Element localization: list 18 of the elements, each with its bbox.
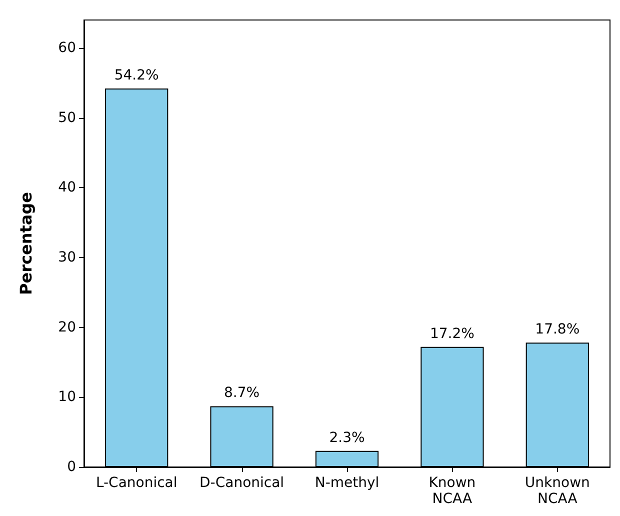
x-tick-label: Unknown NCAA xyxy=(524,475,590,507)
data-label: 17.8% xyxy=(535,322,580,338)
y-axis-title: Percentage xyxy=(16,192,36,295)
y-tick-label: 50 xyxy=(58,110,76,126)
x-tick-label: D-Canonical xyxy=(200,475,284,491)
x-tick-label: L-Canonical xyxy=(96,475,178,491)
y-tick-label: 60 xyxy=(58,40,76,56)
y-tick-label: 20 xyxy=(58,319,76,336)
data-label: 17.2% xyxy=(430,326,474,342)
y-tick-label: 0 xyxy=(67,459,76,475)
data-label: 8.7% xyxy=(224,385,260,402)
x-tick-label: Known NCAA xyxy=(428,475,476,507)
y-tick-label: 30 xyxy=(58,249,76,266)
y-tick-label: 40 xyxy=(58,180,76,196)
y-tick-label: 10 xyxy=(58,389,76,406)
data-label: 54.2% xyxy=(114,67,159,84)
x-tick-label: N-methyl xyxy=(314,475,380,491)
data-label: 2.3% xyxy=(329,430,365,446)
